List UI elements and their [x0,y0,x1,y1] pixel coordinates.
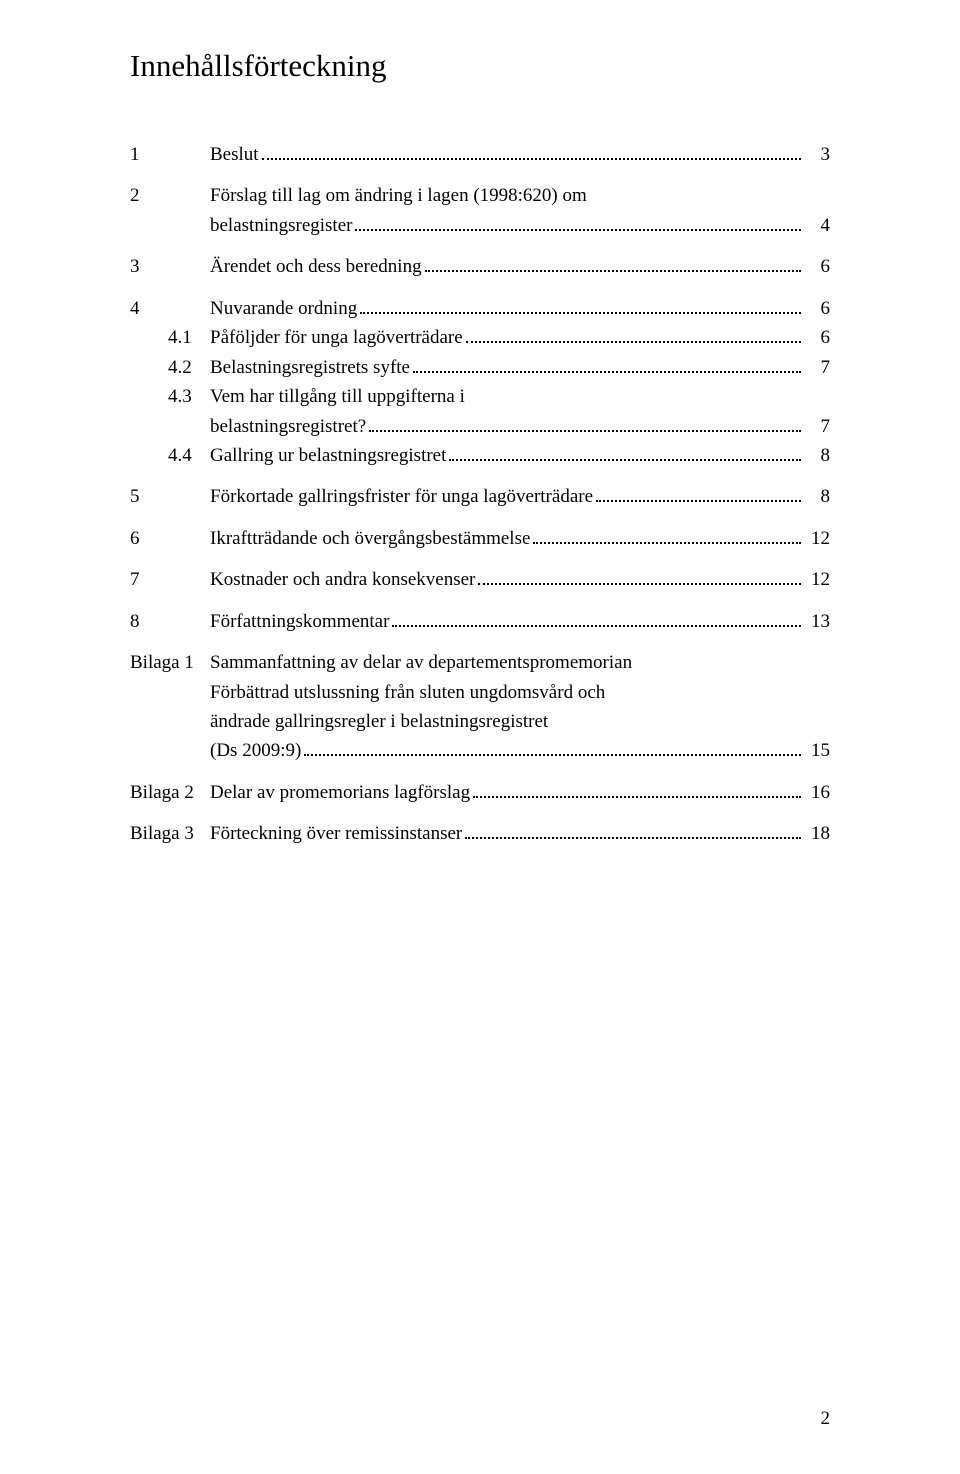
leader-dots [392,609,801,627]
toc-label-line: belastningsregistret? [210,412,366,441]
leader-dots [449,443,801,461]
toc-number: Bilaga 1 [130,648,210,677]
toc-label: Ikraftträdande och övergångsbestämmelse [210,524,530,553]
toc-page: 8 [804,441,830,470]
toc-label-line: Förslag till lag om ändring i lagen (199… [210,181,587,210]
toc-number: 1 [130,140,210,169]
toc-entry: 1 Beslut 3 [130,140,830,169]
toc-page: 7 [804,412,830,441]
toc-label: Delar av promemorians lagförslag [210,778,470,807]
toc-label: Belastningsregistrets syfte [210,353,410,382]
toc-number: 8 [130,607,210,636]
toc-page: 13 [804,607,830,636]
toc-number: 4.1 [168,323,210,352]
toc-label-line: Förbättrad utslussning från sluten ungdo… [210,678,830,707]
toc-number: Bilaga 2 [130,778,210,807]
leader-dots [425,254,801,272]
toc-entry: 7 Kostnader och andra konsekvenser 12 [130,565,830,594]
toc-label-line: Vem har tillgång till uppgifterna i [210,382,465,411]
leader-dots [262,142,801,160]
toc-page: 12 [804,524,830,553]
leader-dots [533,526,801,544]
toc-subentry: 4.4 Gallring ur belastningsregistret 8 [130,441,830,470]
toc-page: 6 [804,294,830,323]
toc-page: 7 [804,353,830,382]
toc-subentry: 4.2 Belastningsregistrets syfte 7 [130,353,830,382]
toc-label: Gallring ur belastningsregistret [210,441,446,470]
toc-number: Bilaga 3 [130,819,210,848]
leader-dots [478,567,801,585]
toc-page: 4 [804,211,830,240]
toc-number: 2 [130,181,210,210]
toc-label: Påföljder för unga lagöverträdare [210,323,463,352]
page: Innehållsförteckning 1 Beslut 3 2 Försla… [0,0,960,1474]
toc-label: Författningskommentar [210,607,389,636]
toc-subentry: 4.3 Vem har tillgång till uppgifterna i … [130,382,830,441]
toc-number: 4.4 [168,441,210,470]
toc-entry: 6 Ikraftträdande och övergångsbestämmels… [130,524,830,553]
toc-label: Nuvarande ordning [210,294,357,323]
toc-label-multiline: Förslag till lag om ändring i lagen (199… [210,181,830,240]
toc-label: Ärendet och dess beredning [210,252,422,281]
leader-dots [355,213,801,231]
page-number: 2 [821,1408,831,1430]
toc-number: 4.3 [168,382,210,411]
toc-entry: 8 Författningskommentar 13 [130,607,830,636]
toc-entry: 5 Förkortade gallringsfrister för unga l… [130,482,830,511]
toc-label: Förteckning över remissinstanser [210,819,462,848]
toc-page: 18 [804,819,830,848]
leader-dots [360,296,801,314]
toc-page: 15 [804,736,830,765]
toc-label-line: ändrade gallringsregler i belastningsreg… [210,707,830,736]
toc-page: 12 [804,565,830,594]
toc-number: 5 [130,482,210,511]
toc-page: 6 [804,252,830,281]
toc-page: 16 [804,778,830,807]
toc-label: Beslut [210,140,259,169]
toc-label: Förkortade gallringsfrister för unga lag… [210,482,593,511]
toc-appendix-entry: Bilaga 1 Sammanfattning av delar av depa… [130,648,830,766]
toc-number: 4 [130,294,210,323]
leader-dots [596,484,801,502]
toc-entry: 3 Ärendet och dess beredning 6 [130,252,830,281]
toc-label: Kostnader och andra konsekvenser [210,565,475,594]
toc-page: 8 [804,482,830,511]
toc-appendix-entry: Bilaga 3 Förteckning över remissinstanse… [130,819,830,848]
leader-dots [466,325,801,343]
toc-label-multiline: Sammanfattning av delar av departementsp… [210,648,830,766]
toc-entry: 2 Förslag till lag om ändring i lagen (1… [130,181,830,240]
toc-label-line: Sammanfattning av delar av departementsp… [210,648,830,677]
toc-title: Innehållsförteckning [130,48,830,84]
leader-dots [473,780,801,798]
toc-number: 6 [130,524,210,553]
leader-dots [369,413,801,431]
toc-subentry: 4.1 Påföljder för unga lagöverträdare 6 [130,323,830,352]
toc-page: 6 [804,323,830,352]
leader-dots [465,821,801,839]
toc-number: 7 [130,565,210,594]
toc-label-line: belastningsregister [210,211,352,240]
toc-page: 3 [804,140,830,169]
toc-label-line: (Ds 2009:9) [210,736,301,765]
toc-number: 4.2 [168,353,210,382]
toc-entry: 4 Nuvarande ordning 6 [130,294,830,323]
leader-dots [304,738,801,756]
toc-label-multiline: Vem har tillgång till uppgifterna i bela… [210,382,830,441]
leader-dots [413,354,801,372]
toc-number: 3 [130,252,210,281]
toc-appendix-entry: Bilaga 2 Delar av promemorians lagförsla… [130,778,830,807]
